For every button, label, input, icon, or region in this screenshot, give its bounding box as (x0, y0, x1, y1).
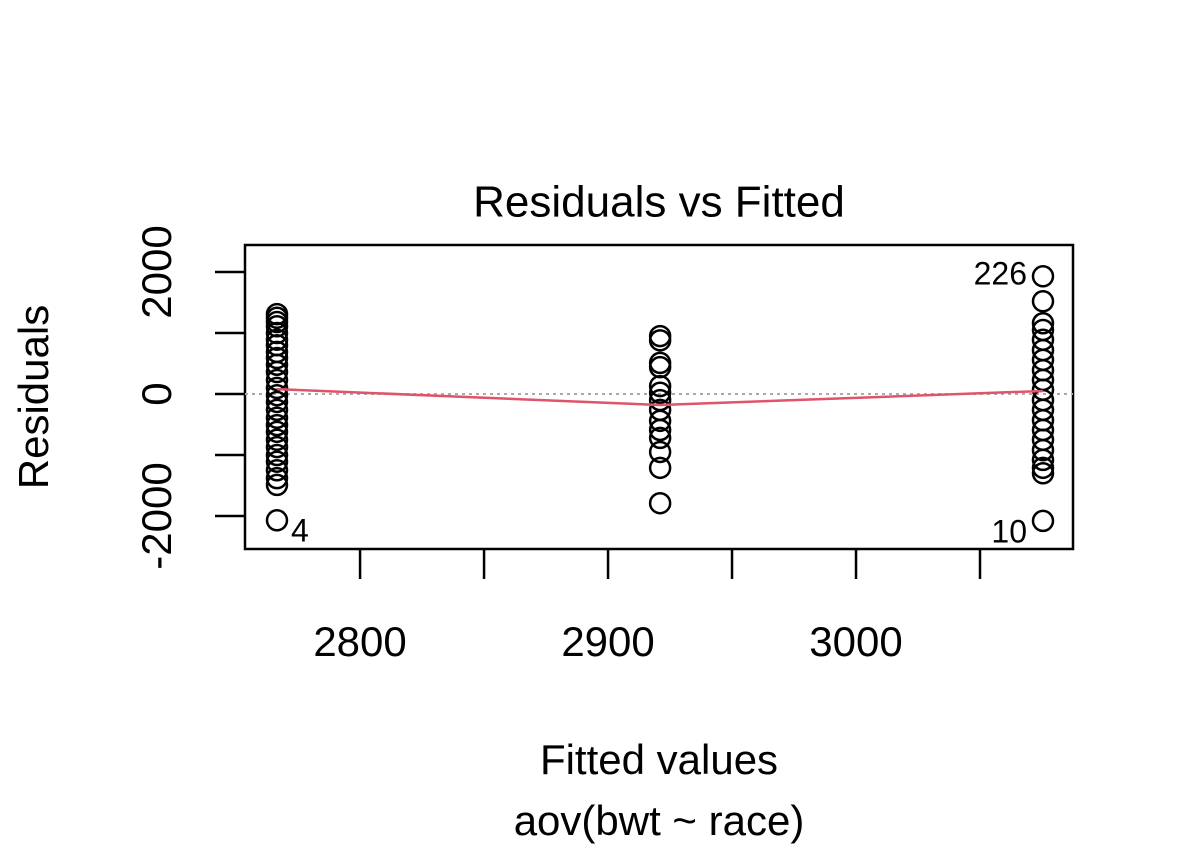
point (1031, 509, 1055, 533)
point (648, 456, 672, 480)
point (1031, 448, 1055, 472)
point (1031, 438, 1055, 462)
point (265, 346, 289, 370)
chart-title: Residuals vs Fitted (473, 178, 845, 227)
x-tick-label: 2900 (561, 618, 654, 665)
point (265, 450, 289, 473)
point (265, 328, 289, 351)
point (265, 435, 289, 459)
point (648, 491, 672, 515)
point (265, 509, 289, 532)
point (265, 398, 289, 422)
point (265, 360, 289, 384)
point (265, 459, 289, 482)
point (1031, 456, 1055, 480)
subtitle: aov(bwt ~ race) (514, 797, 805, 844)
point (1031, 312, 1055, 335)
point (1031, 265, 1055, 288)
x-tick-label: 3000 (809, 618, 902, 665)
point-label: 226 (974, 256, 1027, 292)
y-axis-label: Residuals (10, 305, 57, 489)
point (265, 406, 289, 430)
smooth-line (276, 387, 1044, 407)
x-axis-label: Fitted values (540, 736, 778, 783)
point (265, 353, 289, 376)
point (648, 409, 672, 433)
point (1031, 462, 1055, 485)
point (1031, 290, 1055, 313)
x-tick-label: 2800 (313, 618, 406, 665)
point-label: 10 (991, 513, 1027, 549)
point (648, 329, 672, 352)
point (648, 418, 672, 442)
point (648, 374, 672, 398)
point (648, 426, 672, 450)
point (265, 428, 289, 452)
y-tick-label: 0 (133, 382, 180, 405)
point (265, 390, 289, 414)
point (265, 413, 289, 437)
point (265, 383, 289, 407)
point (265, 443, 289, 467)
point (648, 440, 672, 464)
point-label: 4 (291, 513, 309, 549)
point (265, 473, 289, 497)
point (265, 376, 289, 400)
y-tick-label: -2000 (133, 462, 180, 569)
plot-frame (243, 243, 1075, 551)
point (265, 466, 289, 490)
point (265, 420, 289, 444)
y-tick-label: 2000 (133, 225, 180, 318)
point (648, 381, 672, 405)
